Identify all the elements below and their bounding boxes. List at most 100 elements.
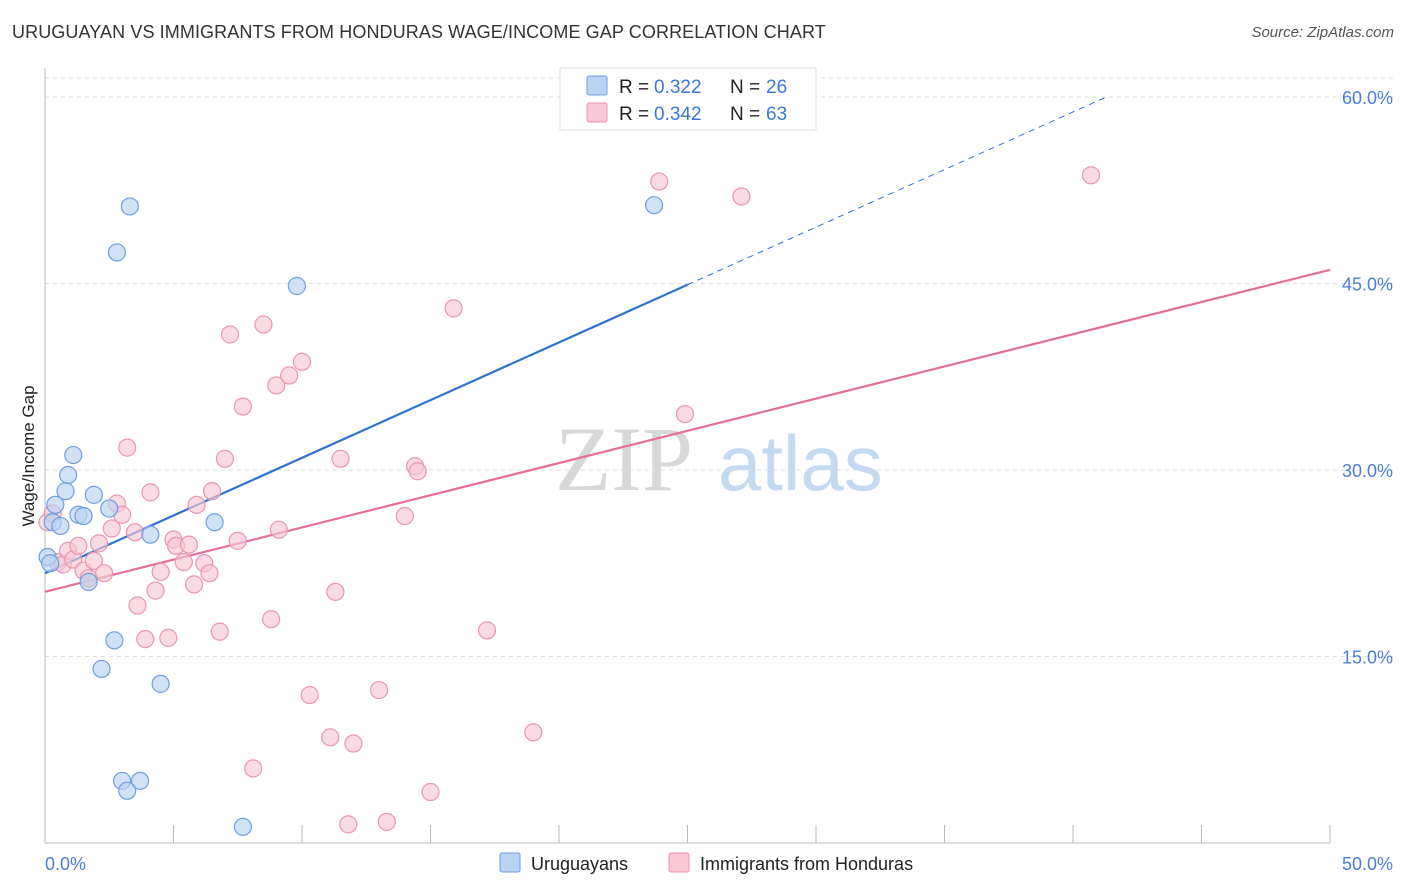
point-honduras: [421, 782, 440, 802]
point-uruguayans: [644, 196, 664, 215]
y-tick-label: 30.0%: [1342, 461, 1393, 481]
point-uruguayans: [287, 276, 306, 296]
point-honduras: [377, 812, 396, 831]
point-honduras: [159, 628, 178, 647]
point-honduras: [344, 734, 363, 753]
legend-r-label-2: R =: [619, 104, 649, 125]
source-credit: Source: ZipAtlas.com: [1251, 24, 1394, 41]
bottom-legend-label-honduras: Immigrants from Honduras: [700, 854, 913, 874]
point-honduras: [233, 397, 252, 416]
point-honduras: [1081, 166, 1101, 185]
point-uruguayans: [118, 781, 137, 800]
y-axis-label: Wage/Income Gap: [19, 385, 38, 526]
watermark-atlas: atlas: [718, 419, 883, 507]
legend-n-value-1: 26: [766, 77, 787, 98]
bottom-legend-label-uruguayans: Uruguayans: [531, 854, 628, 874]
point-honduras: [244, 759, 263, 778]
y-tick-label: 15.0%: [1342, 648, 1393, 668]
y-tick-labels: 15.0% 30.0% 45.0% 60.0%: [1342, 88, 1393, 668]
legend-r-label-1: R =: [619, 77, 649, 98]
point-honduras: [444, 299, 463, 318]
point-uruguayans: [56, 482, 75, 501]
point-uruguayans: [84, 485, 103, 504]
x-tick-label-min: 0.0%: [45, 854, 86, 874]
point-honduras: [331, 449, 350, 468]
point-honduras: [141, 483, 160, 502]
point-honduras: [280, 366, 299, 385]
point-uruguayans: [151, 674, 170, 693]
point-uruguayans: [41, 554, 60, 573]
legend-n-label-1: N =: [730, 77, 760, 98]
x-ticks: [44, 825, 1331, 843]
point-honduras: [146, 581, 165, 600]
x-tick-label-max: 50.0%: [1342, 854, 1393, 874]
point-honduras: [326, 582, 345, 601]
legend-n-value-2: 63: [766, 104, 787, 125]
point-honduras: [254, 315, 273, 334]
point-honduras: [69, 536, 88, 555]
legend-swatch-honduras: [586, 102, 608, 123]
point-uruguayans: [233, 817, 252, 836]
chart-title: URUGUAYAN VS IMMIGRANTS FROM HONDURAS WA…: [12, 22, 826, 42]
point-uruguayans: [74, 506, 93, 526]
bottom-legend: Uruguayans Immigrants from Honduras: [499, 852, 913, 874]
point-honduras: [524, 723, 543, 742]
point-honduras: [95, 564, 114, 583]
bottom-legend-swatch-honduras: [668, 852, 690, 873]
point-honduras: [269, 520, 288, 539]
point-honduras: [262, 610, 281, 629]
point-uruguayans: [105, 631, 124, 650]
point-uruguayans: [59, 465, 78, 485]
point-honduras: [339, 815, 358, 834]
point-honduras: [84, 551, 103, 570]
point-honduras: [408, 462, 427, 481]
point-honduras: [732, 187, 751, 206]
trend-line-honduras: [44, 268, 1331, 593]
point-uruguayans: [79, 572, 98, 592]
point-honduras: [228, 531, 247, 550]
point-uruguayans: [205, 513, 224, 532]
point-honduras: [370, 680, 389, 700]
point-honduras: [128, 596, 147, 615]
legend-n-label-2: N =: [730, 104, 760, 125]
trend-lines: [44, 96, 1331, 593]
point-honduras: [125, 523, 145, 542]
gridlines: [45, 77, 1393, 657]
point-honduras: [215, 449, 234, 468]
point-honduras: [179, 535, 199, 554]
point-uruguayans: [100, 499, 119, 518]
point-uruguayans: [46, 495, 65, 514]
legend-r-value-2: 0.342: [654, 104, 702, 125]
y-tick-label: 45.0%: [1342, 275, 1393, 295]
point-honduras: [395, 506, 414, 526]
point-honduras: [477, 621, 497, 640]
point-honduras: [300, 685, 319, 705]
legend-r-value-1: 0.322: [654, 77, 702, 98]
point-honduras: [650, 172, 669, 191]
bottom-legend-swatch-uruguayans: [499, 852, 521, 873]
point-honduras: [267, 376, 286, 395]
point-honduras: [174, 552, 193, 572]
point-uruguayans: [92, 659, 111, 679]
point-honduras: [200, 564, 219, 583]
data-points: [38, 166, 1101, 836]
y-tick-label: 60.0%: [1342, 88, 1393, 108]
point-honduras: [118, 438, 137, 457]
point-honduras: [210, 622, 229, 641]
point-uruguayans: [107, 243, 127, 262]
legend: R = 0.322 N = 26 R = 0.342 N = 63: [559, 67, 817, 131]
legend-swatch-uruguayans: [586, 75, 608, 96]
point-uruguayans: [141, 525, 160, 544]
point-honduras: [321, 728, 340, 747]
point-honduras: [202, 482, 222, 501]
point-honduras: [187, 495, 206, 514]
point-uruguayans: [130, 771, 150, 790]
point-honduras: [292, 352, 312, 371]
point-honduras: [89, 534, 109, 553]
point-honduras: [136, 629, 155, 649]
point-uruguayans: [51, 516, 70, 536]
point-uruguayans: [64, 445, 83, 465]
point-uruguayans: [120, 197, 139, 216]
point-honduras: [184, 575, 204, 594]
